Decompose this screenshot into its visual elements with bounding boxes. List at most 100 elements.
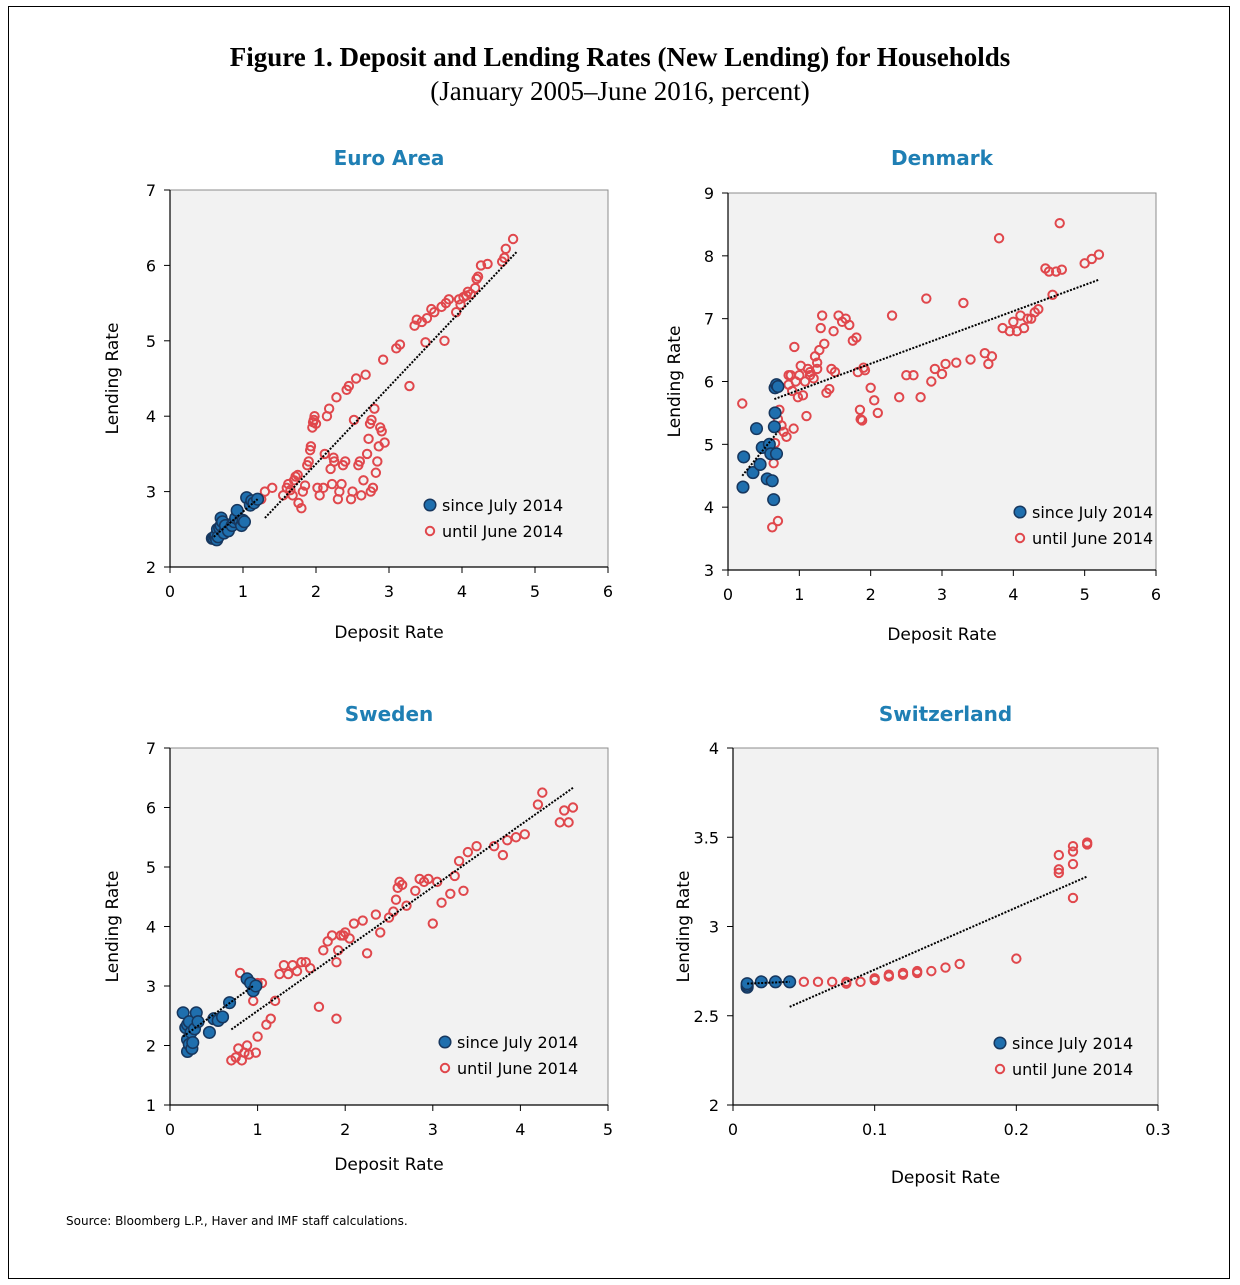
chart-title: Denmark: [891, 146, 994, 170]
until-june-2014-point: [443, 294, 455, 305]
until-june-2014-point: [794, 370, 805, 381]
until-june-2014-point: [1093, 249, 1105, 260]
y-axis-label: Lending Rate: [103, 871, 123, 983]
x-tick-label: 2: [340, 1120, 350, 1139]
chart-title: Switzerland: [879, 702, 1012, 726]
legend-label-until: until June 2014: [457, 1059, 578, 1078]
until-june-2014-point: [559, 805, 570, 816]
until-june-2014-point: [824, 383, 835, 395]
until-june-2014-point: [331, 392, 342, 403]
y-tick-label: 6: [704, 373, 714, 392]
x-tick-label: 5: [530, 582, 540, 601]
until-june-2014-point: [828, 326, 839, 337]
legend: since July 2014 until June 2014: [438, 1033, 578, 1078]
until-june-2014-point: [1022, 313, 1033, 324]
until-june-2014-point: [462, 846, 474, 858]
y-tick-label: 6: [146, 256, 156, 275]
y-tick-label: 8: [704, 247, 714, 266]
until-june-2014-point: [816, 310, 828, 321]
x-tick-label: 6: [1151, 585, 1161, 604]
y-tick-label: 3: [704, 561, 714, 580]
y-tick-label: 5: [146, 332, 156, 351]
legend-label-until: until June 2014: [1032, 529, 1153, 548]
until-june-2014-point: [532, 799, 544, 810]
since-july-2014-point: [202, 1025, 216, 1039]
until-june-2014-point: [856, 415, 868, 426]
legend-label-until: until June 2014: [442, 522, 563, 541]
legend-marker-since: [438, 1035, 452, 1049]
until-june-2014-point: [940, 358, 951, 370]
until-june-2014-point: [915, 392, 926, 403]
y-tick-label: 2: [146, 558, 156, 577]
until-june-2014-point: [348, 414, 360, 426]
x-tick-label: 0: [165, 582, 175, 601]
legend-label-since: since July 2014: [457, 1033, 578, 1052]
until-june-2014-point: [854, 404, 866, 415]
y-tick-label: 5: [146, 858, 156, 877]
since-july-2014-point: [769, 447, 784, 461]
until-june-2014-point: [356, 490, 367, 501]
until-june-2014-point: [369, 403, 380, 414]
x-tick-label: 4: [457, 582, 467, 601]
until-june-2014-point: [926, 376, 937, 387]
x-tick-label: 3: [384, 582, 394, 601]
y-axis-label: Lending Rate: [103, 323, 123, 435]
until-june-2014-point: [815, 322, 826, 334]
until-june-2014-point: [869, 395, 880, 406]
until-june-2014-point: [886, 310, 898, 321]
until-june-2014-point: [811, 357, 823, 368]
y-tick-label: 4: [146, 407, 156, 426]
until-june-2014-point: [1079, 258, 1090, 269]
figure-title: Figure 1. Deposit and Lending Rates (New…: [229, 42, 1011, 72]
until-june-2014-point: [1050, 266, 1062, 277]
until-june-2014-point: [1056, 264, 1068, 275]
trendline: [774, 278, 1100, 401]
until-june-2014-point: [772, 515, 784, 527]
until-june-2014-point: [819, 338, 830, 349]
until-june-2014-point: [812, 976, 824, 988]
until-june-2014-point: [767, 522, 778, 533]
until-june-2014-point: [929, 363, 941, 375]
until-june-2014-point: [296, 502, 307, 514]
until-june-2014-point: [1067, 858, 1079, 870]
until-june-2014-point: [329, 456, 340, 467]
trendline: [213, 498, 259, 538]
until-june-2014-point: [993, 233, 1005, 244]
y-tick-label: 3: [146, 977, 156, 996]
legend-marker-until: [424, 525, 436, 537]
until-june-2014-point: [361, 448, 373, 460]
legend-label-since: since July 2014: [1032, 503, 1153, 522]
until-june-2014-point: [811, 363, 823, 375]
x-tick-label: 0.1: [862, 1120, 887, 1139]
since-july-2014-point: [736, 480, 750, 494]
x-tick-label: 0.2: [1004, 1120, 1029, 1139]
until-june-2014-point: [313, 1001, 325, 1013]
until-june-2014-point: [851, 332, 862, 343]
until-june-2014-point: [421, 312, 433, 324]
until-june-2014-point: [1011, 953, 1022, 964]
until-june-2014-point: [502, 835, 513, 846]
until-june-2014-point: [781, 431, 792, 442]
until-june-2014-point: [789, 341, 800, 353]
until-june-2014-point: [883, 969, 895, 980]
until-june-2014-point: [310, 418, 322, 429]
x-tick-label: 1: [238, 582, 248, 601]
since-july-2014-point: [753, 457, 767, 471]
until-june-2014-point: [343, 380, 355, 392]
until-june-2014-point: [965, 354, 976, 365]
chart-panel: Denmark 3 4 5 6 7 8 9 0 1 2 3 4 5 6 Deposit Rate Lending…: [665, 146, 1161, 645]
y-tick-label: 7: [146, 181, 156, 200]
until-june-2014-point: [1054, 217, 1065, 229]
until-june-2014-point: [305, 441, 317, 452]
until-june-2014-point: [303, 456, 314, 467]
until-june-2014-point: [798, 976, 810, 988]
until-june-2014-point: [510, 832, 522, 843]
until-june-2014-point: [951, 357, 962, 368]
until-june-2014-point: [354, 456, 365, 467]
since-july-2014-point: [249, 979, 263, 993]
trendline: [747, 980, 790, 985]
until-june-2014-point: [319, 448, 330, 460]
until-june-2014-point: [471, 840, 482, 852]
x-tick-label: 0: [723, 585, 733, 604]
